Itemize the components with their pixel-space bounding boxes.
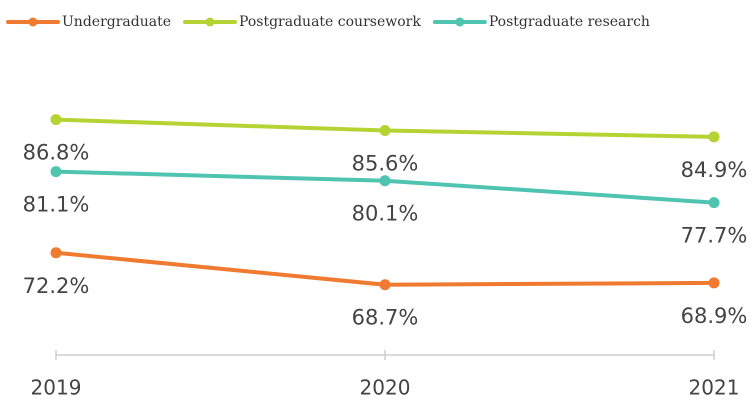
legend-label: Postgraduate coursework bbox=[239, 14, 421, 30]
data-point bbox=[708, 197, 720, 209]
legend-marker bbox=[28, 17, 38, 27]
data-label: 68.9% bbox=[681, 304, 748, 328]
data-label: 86.8% bbox=[23, 141, 90, 165]
x-tick-label: 2019 bbox=[31, 376, 82, 400]
data-label: 72.2% bbox=[23, 274, 90, 298]
data-point bbox=[379, 279, 391, 291]
data-point bbox=[50, 114, 62, 126]
data-label: 84.9% bbox=[681, 158, 748, 182]
data-label: 68.7% bbox=[352, 306, 419, 330]
data-point bbox=[50, 247, 62, 259]
data-label: 81.1% bbox=[23, 193, 90, 217]
data-point bbox=[708, 277, 720, 289]
x-tick-label: 2020 bbox=[360, 376, 411, 400]
legend-marker bbox=[205, 17, 215, 27]
data-label: 80.1% bbox=[352, 202, 419, 226]
legend-label: Undergraduate bbox=[62, 14, 171, 30]
data-label: 77.7% bbox=[681, 224, 748, 248]
legend-label: Postgraduate research bbox=[489, 14, 650, 30]
data-point bbox=[379, 175, 391, 187]
data-point bbox=[50, 166, 62, 178]
data-label: 85.6% bbox=[352, 152, 419, 176]
x-tick-label: 2021 bbox=[689, 376, 740, 400]
legend-marker bbox=[455, 17, 465, 27]
data-point bbox=[379, 125, 391, 137]
data-point bbox=[708, 131, 720, 143]
